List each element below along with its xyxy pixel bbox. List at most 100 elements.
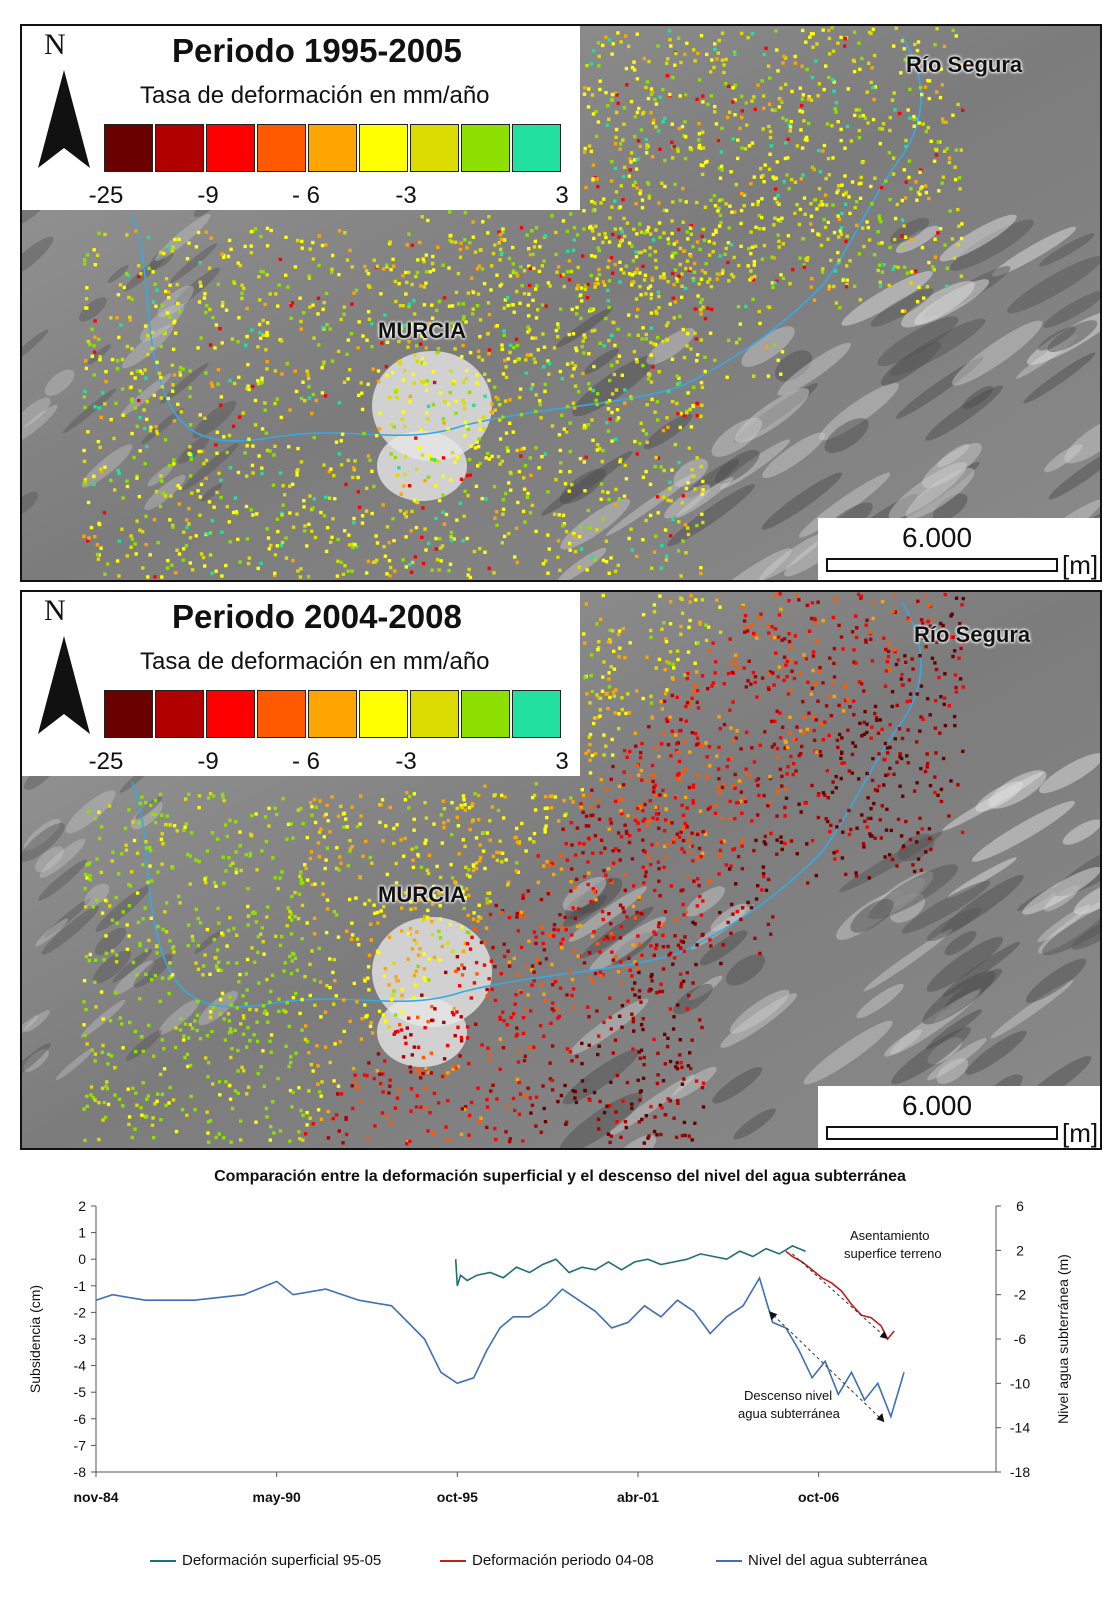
north-label: N: [44, 594, 66, 627]
scale-bar-rect: [826, 1126, 1058, 1140]
scale-bar: 6.000 [m]: [818, 1086, 1100, 1148]
legend-swatch: [461, 124, 510, 172]
scale-unit: [m]: [1062, 1118, 1099, 1148]
annotation-arrow: [792, 1253, 888, 1340]
scale-value: 6.000: [902, 1090, 973, 1121]
city-label: MURCIA: [378, 882, 466, 907]
y-tick-label: -5: [74, 1384, 87, 1400]
chart-title: Comparación entre la deformación superfi…: [214, 1168, 906, 1185]
scale-bar: 6.000 [m]: [818, 518, 1100, 580]
chart-legend: Deformación superficial 95-05 Deformació…: [0, 1552, 1120, 1572]
city-label: MURCIA: [378, 318, 466, 343]
x-tick-label: may-90: [253, 1489, 301, 1505]
legend-label: Nivel del agua subterránea: [748, 1552, 928, 1569]
y2-tick-label: 6: [1016, 1198, 1024, 1214]
period-title: Periodo 2004-2008: [172, 598, 462, 635]
legend-subtitle: Tasa de deformación en mm/año: [140, 82, 490, 109]
scale-value: 6.000: [902, 522, 973, 553]
y-tick-label: 2: [78, 1198, 86, 1214]
y2-tick-label: -18: [1010, 1464, 1030, 1480]
annotation-label: Asentamiento superfice terreno: [844, 1228, 942, 1261]
legend-item: Deformación superficial 95-05: [150, 1552, 381, 1569]
legend-tick: - 6: [291, 182, 321, 209]
arrowhead-icon: [769, 1311, 778, 1321]
legend-tick: -9: [197, 748, 219, 775]
legend-box: N Periodo 1995-2005 Tasa de deformación …: [22, 26, 580, 210]
legend-tick: -9: [197, 182, 219, 209]
legend-swatch: [308, 124, 357, 172]
legend-label: Deformación superficial 95-05: [182, 1552, 382, 1569]
legend-swatch: [206, 690, 255, 738]
legend-tick: 3: [555, 182, 569, 209]
legend-label: Deformación periodo 04-08: [472, 1552, 654, 1569]
arrowhead-icon: [876, 1413, 885, 1423]
legend-item: Nivel del agua subterránea: [716, 1552, 927, 1569]
legend-tick: - 6: [291, 748, 321, 775]
legend-swatch: [257, 124, 306, 172]
y-tick-label: -7: [74, 1437, 87, 1453]
y2-tick-label: -2: [1014, 1287, 1027, 1303]
legend-tick: -25: [88, 182, 124, 209]
y-tick-label: 1: [78, 1225, 86, 1241]
river-label: Río Segura: [906, 52, 1023, 77]
y2-tick-label: -6: [1014, 1331, 1027, 1347]
chart-axes: 2 1 0 -1 -2 -3 -4 -5 -6 -7 -8 6 2 -2 -6 -10 -14 -18 nov-84…: [73, 1198, 1030, 1505]
color-scale: [104, 690, 563, 738]
x-tick-label: abr-01: [617, 1489, 659, 1505]
legend-swatch: [512, 124, 561, 172]
map-panel-1995-2005: N Periodo 1995-2005 Tasa de deformación …: [20, 24, 1102, 582]
legend-swatch: [410, 124, 459, 172]
map-panel-2004-2008: N Periodo 2004-2008 Tasa de deformación …: [20, 590, 1102, 1150]
north-arrow-icon: [38, 636, 90, 734]
series-line: [785, 1250, 895, 1341]
y-tick-label: -8: [74, 1464, 87, 1480]
legend-tick: 3: [555, 748, 569, 775]
y-tick-label: -4: [74, 1358, 87, 1374]
y2-tick-label: 2: [1016, 1242, 1024, 1258]
y2-axis-label: Nivel agua subterránea (m): [1055, 1254, 1071, 1424]
y-tick-label: 0: [78, 1251, 86, 1267]
y2-tick-label: -10: [1010, 1375, 1030, 1391]
series-line: [454, 1245, 806, 1287]
y-tick-label: -6: [74, 1411, 87, 1427]
scale-unit: [m]: [1062, 550, 1099, 580]
legend-swatch: [104, 124, 153, 172]
legend-tick: -3: [395, 748, 417, 775]
legend-swatch: [410, 690, 459, 738]
legend-swatch: [308, 690, 357, 738]
series-line: [95, 1276, 905, 1420]
period-title: Periodo 1995-2005: [172, 32, 462, 69]
y-tick-label: -3: [74, 1331, 87, 1347]
legend-swatch: [359, 690, 408, 738]
scale-bar-rect: [826, 558, 1058, 572]
legend-swatch: [150, 1559, 176, 1562]
annotation-arrow: [769, 1310, 885, 1423]
arrowhead-icon: [879, 1331, 888, 1339]
legend-tick: -3: [395, 182, 417, 209]
y-axis-label: Subsidencia (cm): [27, 1285, 43, 1393]
legend-swatch: [359, 124, 408, 172]
legend-swatch: [461, 690, 510, 738]
legend-box: N Periodo 2004-2008 Tasa de deformación …: [22, 592, 580, 776]
legend-subtitle: Tasa de deformación en mm/año: [140, 648, 490, 675]
comparison-chart: 2 1 0 -1 -2 -3 -4 -5 -6 -7 -8 6 2 -2 -6 -10 -14 -18 nov-84…: [27, 1198, 1071, 1505]
x-tick-label: oct-06: [798, 1489, 839, 1505]
legend-swatch: [155, 690, 204, 738]
legend-swatch: [155, 124, 204, 172]
north-label: N: [44, 28, 66, 61]
north-arrow-icon: [38, 70, 90, 168]
y-tick-label: -1: [74, 1278, 87, 1294]
y-tick-label: -2: [74, 1304, 87, 1320]
legend-swatch: [440, 1559, 466, 1562]
color-scale: [104, 124, 563, 172]
river-label: Río Segura: [914, 622, 1031, 647]
legend-swatch: [716, 1559, 742, 1562]
legend-swatch: [206, 124, 255, 172]
legend-item: Deformación periodo 04-08: [440, 1552, 654, 1569]
legend-swatch: [512, 690, 561, 738]
legend-swatch: [257, 690, 306, 738]
legend-swatch: [104, 690, 153, 738]
x-tick-label: nov-84: [73, 1489, 118, 1505]
x-tick-label: oct-95: [437, 1489, 478, 1505]
y2-tick-label: -14: [1010, 1420, 1030, 1436]
